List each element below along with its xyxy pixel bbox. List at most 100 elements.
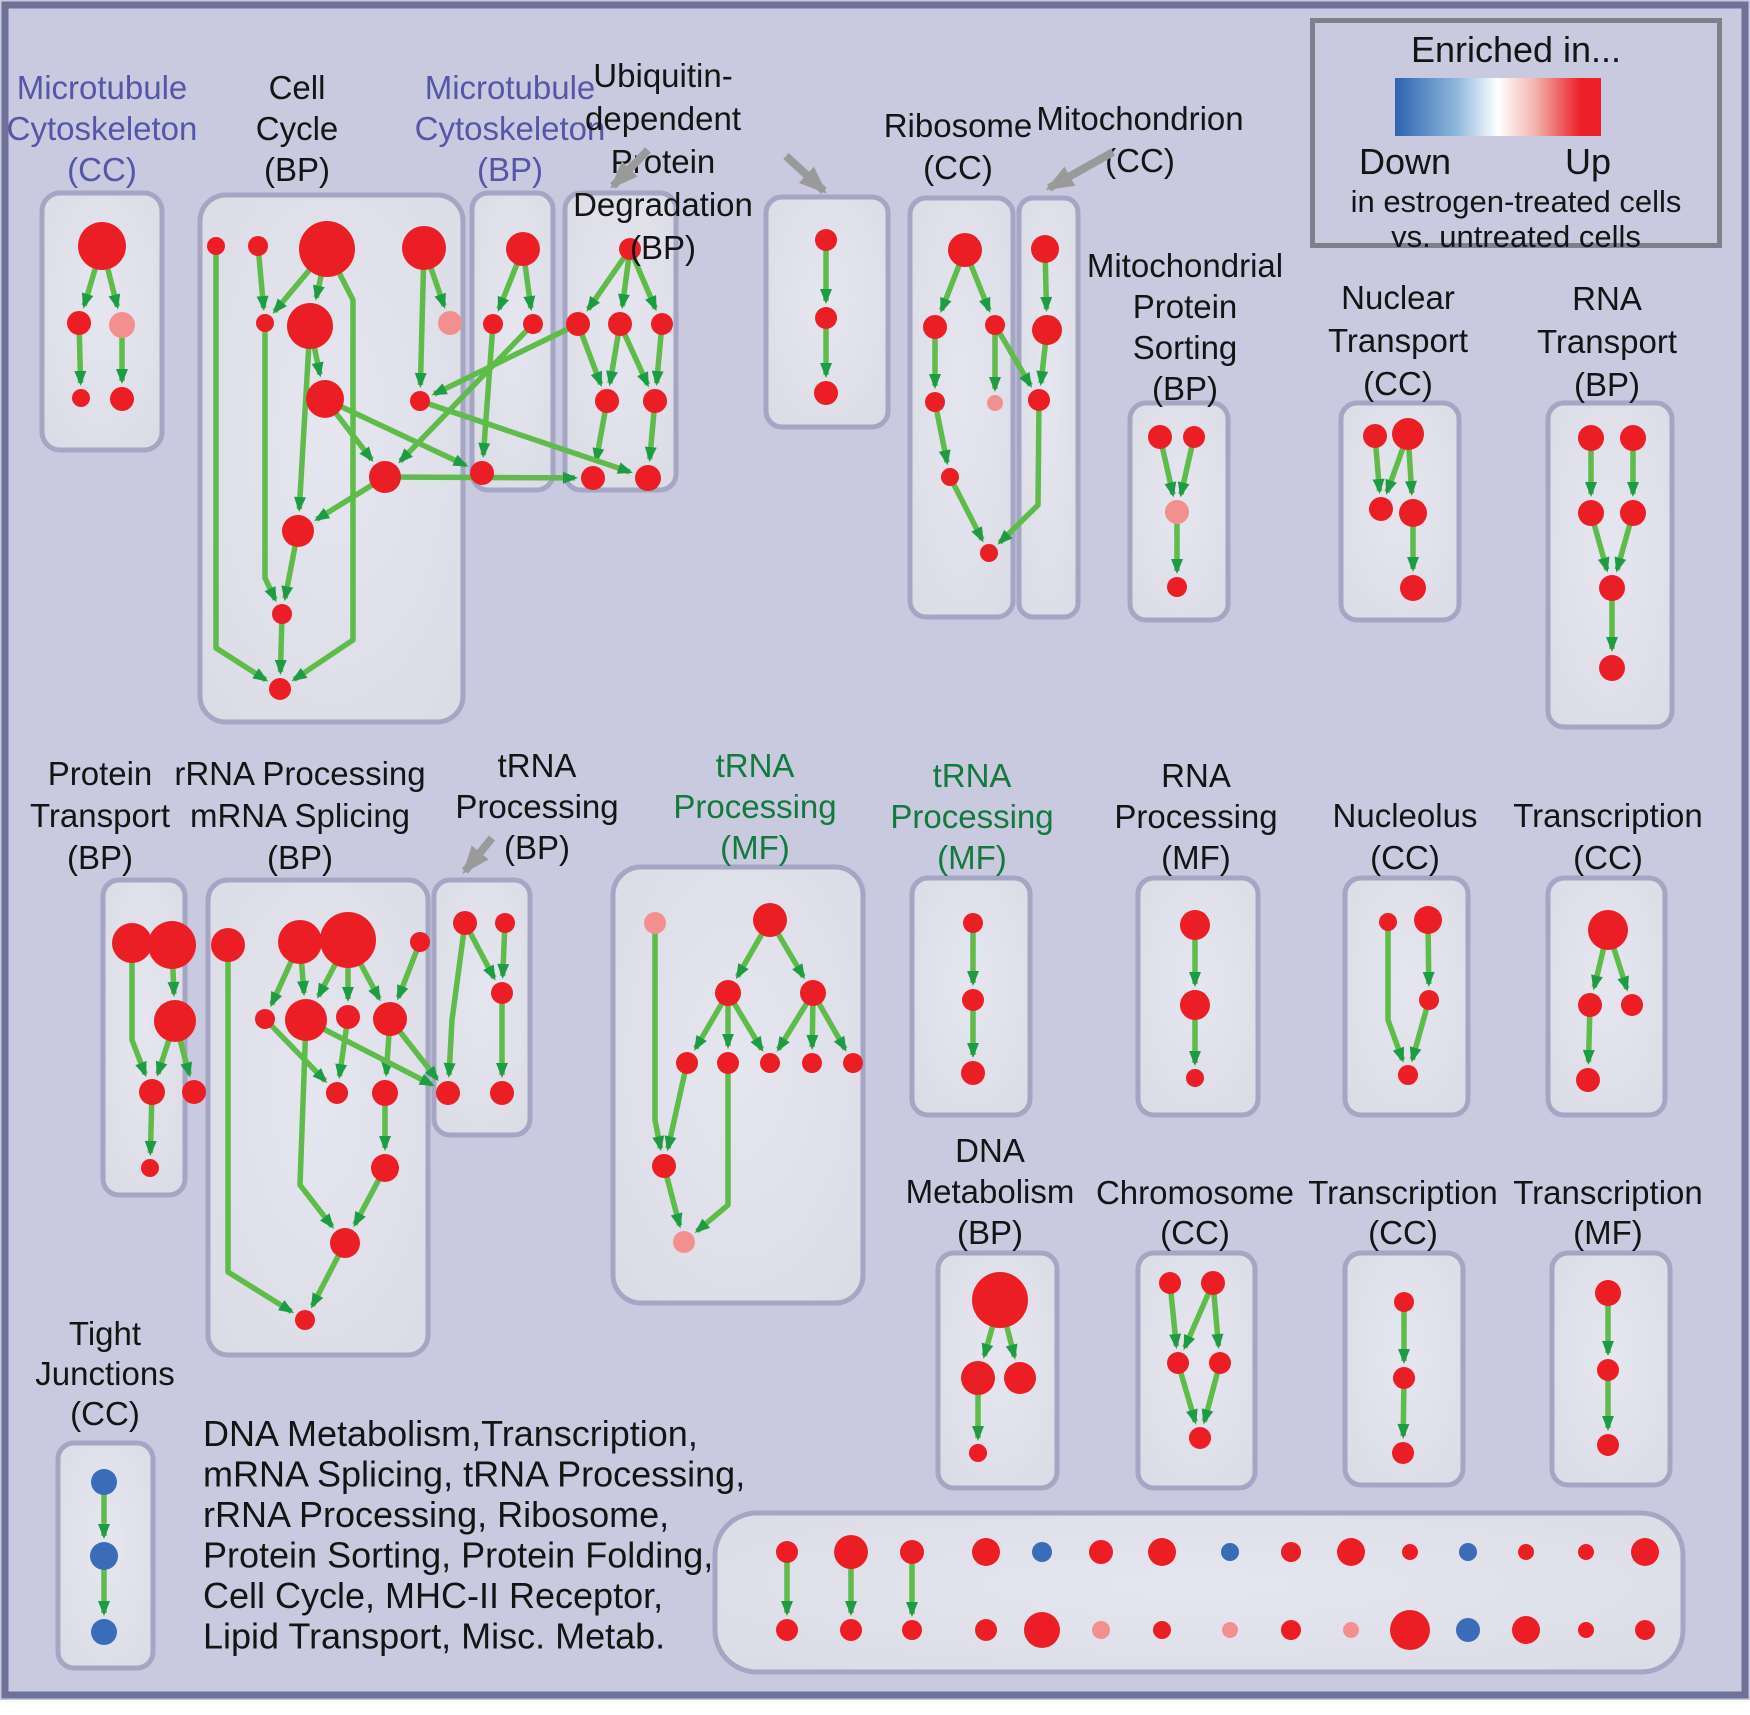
node-chromosome-k4: [1209, 1352, 1231, 1374]
cluster-label-transcriptionMF: Transcription (MF): [1513, 1174, 1703, 1251]
node-nuclear-n4: [1399, 499, 1427, 527]
cluster-label-ubiA: Ubiquitin-dependent Protein Degradation (BP…: [573, 57, 753, 266]
node-ptransport-p4: [139, 1079, 165, 1105]
node-ptransport-p2: [148, 921, 196, 969]
node-transcriptionCC2-v3: [1621, 994, 1643, 1016]
node-misc-e12: [1456, 1618, 1480, 1642]
node-trnaBP-tr4: [436, 1081, 460, 1105]
node-misc-e5: [1024, 1612, 1060, 1648]
node-trnaMF1-f9: [843, 1053, 863, 1073]
node-misc-a14: [1578, 1544, 1594, 1560]
node-ribosome-r3: [985, 315, 1005, 335]
node-misc-a13: [1518, 1544, 1534, 1560]
node-ubiA-u6: [643, 389, 667, 413]
node-nuclear-n5: [1400, 575, 1426, 601]
node-dnamet-d4: [969, 1444, 987, 1462]
node-misc-a11: [1402, 1544, 1418, 1560]
edge-nucleolus: [1385, 922, 1406, 1063]
node-tight-j1: [91, 1469, 117, 1495]
node-trnaMF1-f1: [644, 912, 666, 934]
node-trnaMF1-f5: [676, 1052, 698, 1074]
node-rrna-q6: [285, 999, 327, 1041]
cluster-label-transcriptionCC2: Transcription (CC): [1513, 797, 1703, 876]
node-ribosome-r2: [923, 315, 947, 339]
node-transcriptionCC2-v4: [1576, 1068, 1600, 1092]
node-ptransport-p6: [141, 1159, 159, 1177]
cluster-label-chromosome: Chromosome (CC): [1096, 1174, 1294, 1251]
node-microCC-m4: [72, 389, 90, 407]
cross-edge: [304, 1017, 435, 1088]
node-misc-e14: [1578, 1622, 1594, 1638]
cluster-label-microBP: Microtubule Cytoskeleton (BP): [415, 69, 606, 188]
node-mito-mt1: [1031, 235, 1059, 263]
node-misc-a8: [1221, 1543, 1239, 1561]
edge-ribosome: [932, 401, 951, 466]
edge-cellcycle: [255, 245, 269, 312]
cluster-box-ubiA: [562, 190, 679, 493]
node-rnatransport-t4: [1620, 500, 1646, 526]
node-trnaMF1-f7: [760, 1053, 780, 1073]
node-microCC-m5: [110, 387, 134, 411]
node-rrna-q2: [278, 920, 322, 964]
node-transcriptionMF-z1: [1595, 1280, 1621, 1306]
legend-down-label: Down: [1359, 141, 1452, 182]
layer-nodes: [67, 221, 1659, 1650]
edge-trnaMF1: [652, 923, 665, 1152]
node-ubiA-u2: [566, 312, 590, 336]
node-cellcycle-c5: [256, 314, 274, 332]
node-transcriptionMF-z2: [1597, 1359, 1619, 1381]
node-microCC-m1: [78, 222, 126, 270]
annotation-arrow-icon: [610, 147, 651, 189]
node-transcriptionCC2-v1: [1588, 910, 1628, 950]
cluster-label-nuclear: Nuclear Transport (CC): [1328, 279, 1468, 402]
node-mito-mt2: [1032, 315, 1062, 345]
node-cellcycle-c13: [269, 678, 291, 700]
node-rnatransport-t1: [1578, 425, 1604, 451]
node-ubiA-u7: [581, 466, 605, 490]
node-trnaBP-tr3: [491, 982, 513, 1004]
node-ubiA-u4: [651, 313, 673, 335]
node-misc-e7: [1153, 1621, 1171, 1639]
edge-ribosome: [947, 475, 985, 543]
node-ubiB-b1: [815, 229, 837, 251]
node-misc-e13: [1512, 1616, 1540, 1644]
node-trnaMF1-f3: [715, 980, 741, 1006]
node-cellcycle-c3: [299, 221, 355, 277]
cluster-box-dnamet: [935, 1250, 1060, 1491]
node-transcriptionCC3-w1: [1394, 1292, 1414, 1312]
node-rnatransport-t5: [1599, 575, 1625, 601]
node-misc-a5: [1032, 1542, 1052, 1562]
node-ribosome-r4: [925, 392, 945, 412]
node-transcriptionMF-z3: [1597, 1434, 1619, 1456]
node-tight-j3: [91, 1619, 117, 1645]
node-ptransport-p1: [112, 923, 152, 963]
node-ribosome-r1: [948, 233, 982, 267]
edge-cellcycle: [293, 325, 313, 513]
node-misc-a10: [1337, 1538, 1365, 1566]
node-dnamet-d1: [972, 1272, 1028, 1328]
node-trnaMF1-f4: [800, 980, 826, 1006]
node-rrna-q7: [336, 1005, 360, 1029]
node-transcriptionCC2-v2: [1578, 993, 1602, 1017]
node-trnaMF1-f6: [717, 1052, 739, 1074]
node-cellcycle-c1: [207, 237, 225, 255]
cluster-label-sorting: Mitochondrial Protein Sorting (BP): [1087, 247, 1283, 407]
edge-cellcycle: [291, 247, 356, 682]
cross-edge: [323, 396, 469, 468]
node-transcriptionCC3-w2: [1393, 1367, 1415, 1389]
node-rrna-q8: [373, 1002, 407, 1036]
node-nucleolus-o2: [1414, 906, 1442, 934]
node-sorting-s2: [1183, 426, 1205, 448]
node-misc-e8: [1222, 1622, 1238, 1638]
annotation-arrow-icon: [1045, 148, 1115, 192]
node-rrna-q4: [410, 932, 430, 952]
edge-trnaMF1: [694, 1063, 731, 1234]
node-cellcycle-c12: [272, 604, 292, 624]
node-mito-mt3: [1028, 389, 1050, 411]
node-trnaBP-tr5: [490, 1081, 514, 1105]
node-ribosome-r5: [987, 395, 1003, 411]
node-misc-e9: [1281, 1620, 1301, 1640]
node-microCC-m2: [67, 311, 91, 335]
